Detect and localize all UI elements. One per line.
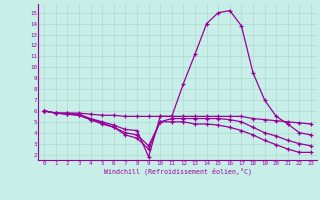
X-axis label: Windchill (Refroidissement éolien,°C): Windchill (Refroidissement éolien,°C) — [104, 168, 252, 175]
